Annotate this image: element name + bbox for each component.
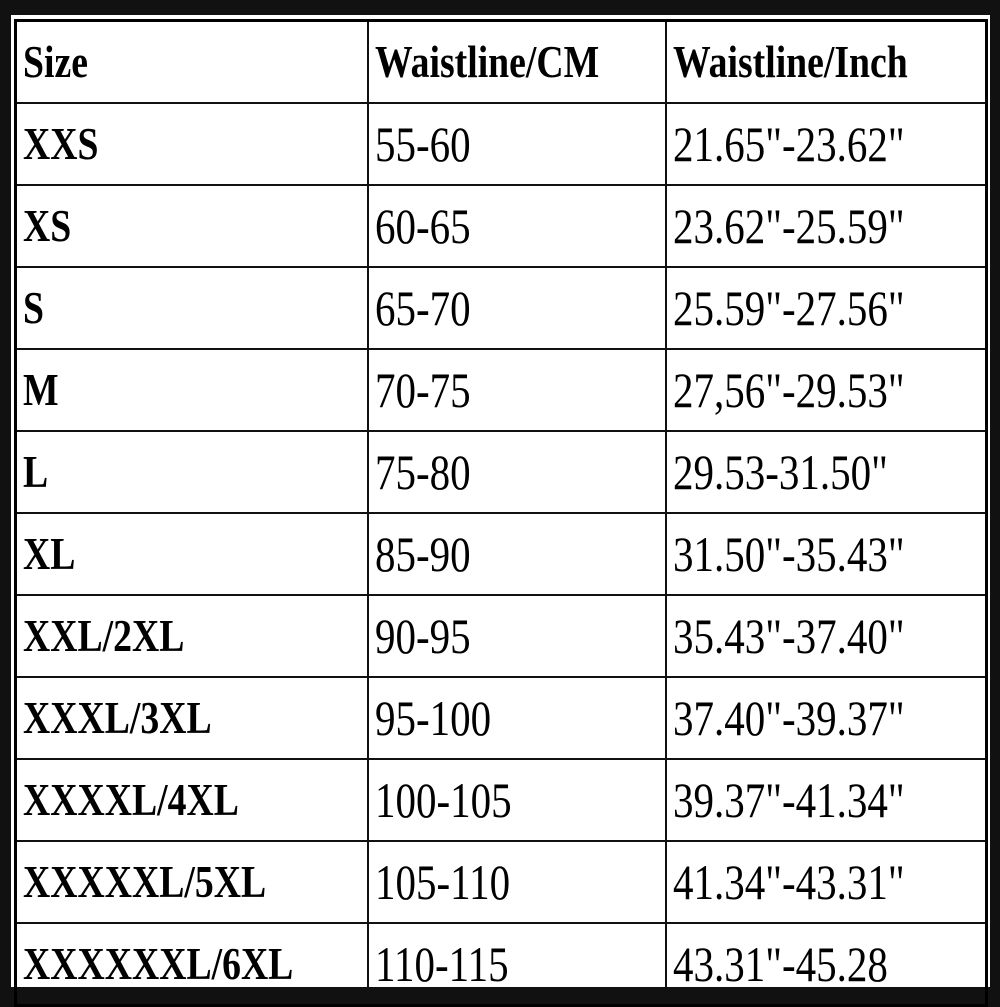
waistline-cm-cell-text: 100-105 — [375, 772, 512, 828]
header-waistline-cm: Waistline/CM — [367, 19, 667, 104]
size-cell: M — [14, 348, 369, 432]
waistline-cm-cell-text: 105-110 — [375, 854, 511, 910]
waistline-cm-cell: 55-60 — [367, 102, 667, 186]
waistline-inch-cell: 21.65"-23.62" — [665, 102, 988, 186]
waistline-inch-cell: 23.62"-25.59" — [665, 184, 988, 268]
table-row: XXXXL/4XL 100-105 39.37"-41.34" — [14, 758, 988, 842]
waistline-inch-cell-text: 25.59"-27.56" — [673, 280, 905, 336]
waistline-cm-cell: 90-95 — [367, 594, 667, 678]
waistline-cm-cell-text: 110-115 — [375, 936, 509, 992]
size-cell-text: XXXXXL/5XL — [23, 856, 267, 907]
size-cell-text: L — [23, 446, 49, 497]
size-cell: XXXXXXL/6XL — [14, 922, 369, 1007]
waistline-cm-cell: 70-75 — [367, 348, 667, 432]
header-label: Waistline/CM — [375, 36, 600, 87]
table-row: M 70-75 27,56"-29.53" — [14, 348, 988, 432]
table-row: XXXXXXL/6XL 110-115 43.31"-45.28 — [14, 922, 988, 1007]
waistline-cm-cell: 110-115 — [367, 922, 667, 1007]
waistline-cm-cell: 95-100 — [367, 676, 667, 760]
size-cell-text: XXS — [23, 118, 99, 169]
waistline-cm-cell: 75-80 — [367, 430, 667, 514]
waistline-inch-cell: 41.34"-43.31" — [665, 840, 988, 924]
waistline-inch-cell: 35.43"-37.40" — [665, 594, 988, 678]
size-cell: XXXXXL/5XL — [14, 840, 369, 924]
size-cell-text: XXXL/3XL — [23, 692, 212, 743]
waistline-cm-cell-text: 60-65 — [375, 198, 471, 254]
size-cell-text: XXXXXXL/6XL — [23, 938, 294, 989]
waistline-cm-cell: 105-110 — [367, 840, 667, 924]
waistline-inch-cell-text: 43.31"-45.28 — [673, 936, 888, 992]
header-label: Waistline/Inch — [673, 36, 908, 87]
size-cell-text: XS — [23, 200, 72, 251]
header-size: Size — [14, 19, 369, 104]
size-cell: XXXL/3XL — [14, 676, 369, 760]
header-label: Size — [23, 36, 88, 87]
waistline-inch-cell: 37.40"-39.37" — [665, 676, 988, 760]
waistline-inch-cell-text: 23.62"-25.59" — [673, 198, 905, 254]
size-cell-text: XXXXL/4XL — [23, 774, 239, 825]
waistline-inch-cell-text: 27,56"-29.53" — [673, 362, 905, 418]
waistline-cm-cell-text: 90-95 — [375, 608, 471, 664]
waistline-inch-cell-text: 35.43"-37.40" — [673, 608, 905, 664]
size-cell: XXL/2XL — [14, 594, 369, 678]
table-row: XXXXXL/5XL 105-110 41.34"-43.31" — [14, 840, 988, 924]
header-row: Size Waistline/CM Waistline/Inch — [14, 19, 988, 104]
table-row: L 75-80 29.53-31.50" — [14, 430, 988, 514]
waistline-cm-cell-text: 85-90 — [375, 526, 471, 582]
waistline-inch-cell: 27,56"-29.53" — [665, 348, 988, 432]
waistline-inch-cell-text: 21.65"-23.62" — [673, 116, 905, 172]
waistline-inch-cell-text: 41.34"-43.31" — [673, 854, 905, 910]
size-cell: S — [14, 266, 369, 350]
waistline-inch-cell-text: 39.37"-41.34" — [673, 772, 905, 828]
waistline-inch-cell: 43.31"-45.28 — [665, 922, 988, 1007]
table-row: XXXL/3XL 95-100 37.40"-39.37" — [14, 676, 988, 760]
size-cell-text: XL — [23, 528, 76, 579]
waistline-inch-cell: 39.37"-41.34" — [665, 758, 988, 842]
size-chart-table: Size Waistline/CM Waistline/Inch XXS 55-6… — [14, 19, 988, 1007]
size-cell: XXS — [14, 102, 369, 186]
size-cell-text: S — [23, 282, 44, 333]
waistline-cm-cell-text: 95-100 — [375, 690, 492, 746]
waistline-inch-cell-text: 29.53-31.50" — [673, 444, 888, 500]
table-row: XXL/2XL 90-95 35.43"-37.40" — [14, 594, 988, 678]
size-cell: XXXXL/4XL — [14, 758, 369, 842]
header-waistline-inch: Waistline/Inch — [665, 19, 988, 104]
table-row: XXS 55-60 21.65"-23.62" — [14, 102, 988, 186]
table-row: S 65-70 25.59"-27.56" — [14, 266, 988, 350]
waistline-cm-cell-text: 70-75 — [375, 362, 471, 418]
table-row: XL 85-90 31.50"-35.43" — [14, 512, 988, 596]
waistline-inch-cell-text: 31.50"-35.43" — [673, 526, 905, 582]
size-cell: XL — [14, 512, 369, 596]
waistline-cm-cell: 65-70 — [367, 266, 667, 350]
size-cell: L — [14, 430, 369, 514]
waistline-cm-cell-text: 65-70 — [375, 280, 471, 336]
table-row: XS 60-65 23.62"-25.59" — [14, 184, 988, 268]
size-cell-text: XXL/2XL — [23, 610, 185, 661]
waistline-cm-cell-text: 55-60 — [375, 116, 471, 172]
waistline-cm-cell: 100-105 — [367, 758, 667, 842]
waistline-cm-cell: 60-65 — [367, 184, 667, 268]
waistline-inch-cell-text: 37.40"-39.37" — [673, 690, 905, 746]
waistline-cm-cell: 85-90 — [367, 512, 667, 596]
waistline-inch-cell: 25.59"-27.56" — [665, 266, 988, 350]
waistline-inch-cell: 31.50"-35.43" — [665, 512, 988, 596]
size-cell-text: M — [23, 364, 59, 415]
waistline-inch-cell: 29.53-31.50" — [665, 430, 988, 514]
waistline-cm-cell-text: 75-80 — [375, 444, 471, 500]
size-cell: XS — [14, 184, 369, 268]
